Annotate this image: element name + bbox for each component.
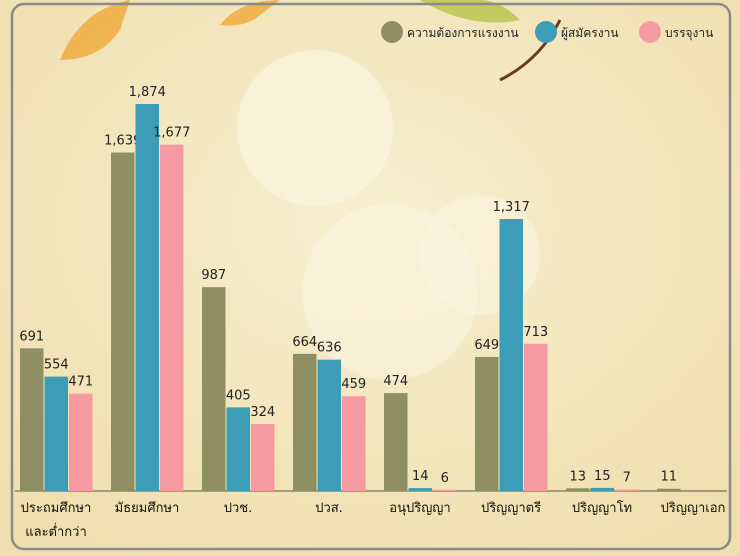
bar: [251, 424, 275, 491]
value-label: 6: [441, 471, 449, 486]
x-tick-label: ปวส.: [315, 501, 343, 516]
value-label: 554: [44, 358, 69, 373]
bar: [566, 488, 590, 491]
value-label: 691: [19, 329, 44, 344]
bar: [44, 376, 68, 491]
bar: [69, 393, 93, 491]
bar: [135, 104, 159, 491]
bar: [615, 489, 639, 491]
bar: [408, 488, 432, 491]
bar: [524, 343, 548, 491]
value-label: 1,874: [129, 85, 166, 100]
x-tick-label: มัธยมศึกษา: [114, 501, 180, 516]
leaf: [420, 0, 520, 23]
value-label: 405: [226, 388, 251, 403]
value-label: 713: [523, 325, 548, 340]
leaf: [60, 0, 130, 60]
bar: [293, 353, 317, 491]
bar: [202, 287, 226, 491]
value-label: 1,639: [104, 134, 141, 149]
value-label: 14: [412, 469, 429, 484]
x-tick-label: อนุปริญญา: [389, 501, 451, 516]
value-label: 471: [68, 375, 93, 390]
value-label: 459: [341, 377, 366, 392]
bar: [433, 489, 457, 491]
value-label: 15: [594, 469, 611, 484]
bar: [342, 396, 366, 491]
bar: [384, 393, 408, 491]
bar: [111, 152, 135, 491]
bar: [160, 144, 184, 491]
x-tick-label: ปริญญาโท: [571, 501, 633, 516]
bar: [317, 359, 341, 491]
x-tick-label: ปริญญาเอก: [660, 501, 726, 516]
legend-marker: [381, 21, 403, 43]
x-tick-label: ปวช.: [223, 501, 253, 516]
bar: [475, 356, 499, 491]
bar: [657, 488, 681, 491]
bar: [590, 487, 614, 491]
legend-label: ความต้องการแรงงาน: [407, 26, 519, 40]
value-label: 11: [660, 470, 677, 485]
bar: [226, 407, 250, 491]
x-tick-label: ปริญญาตรี: [480, 501, 542, 516]
leaf: [220, 0, 280, 26]
legend-label: บรรจุงาน: [665, 26, 713, 41]
value-label: 7: [623, 471, 631, 486]
value-label: 1,317: [493, 200, 530, 215]
value-label: 664: [292, 335, 317, 350]
bar: [20, 348, 44, 491]
frame: [10, 2, 732, 551]
decor: [237, 50, 393, 206]
legend-marker: [639, 21, 661, 43]
value-label: 649: [474, 338, 499, 353]
bar: [499, 219, 523, 491]
legend-marker: [535, 21, 557, 43]
value-label: 13: [569, 469, 586, 484]
legend-label: ผู้สมัครงาน: [561, 26, 619, 41]
value-label: 987: [201, 268, 226, 283]
value-label: 474: [383, 374, 408, 389]
value-label: 324: [250, 405, 275, 420]
x-tick-label: ประถมศึกษา และต่ำกว่า: [20, 501, 92, 540]
value-label: 636: [317, 341, 342, 356]
value-label: 1,677: [153, 126, 190, 141]
